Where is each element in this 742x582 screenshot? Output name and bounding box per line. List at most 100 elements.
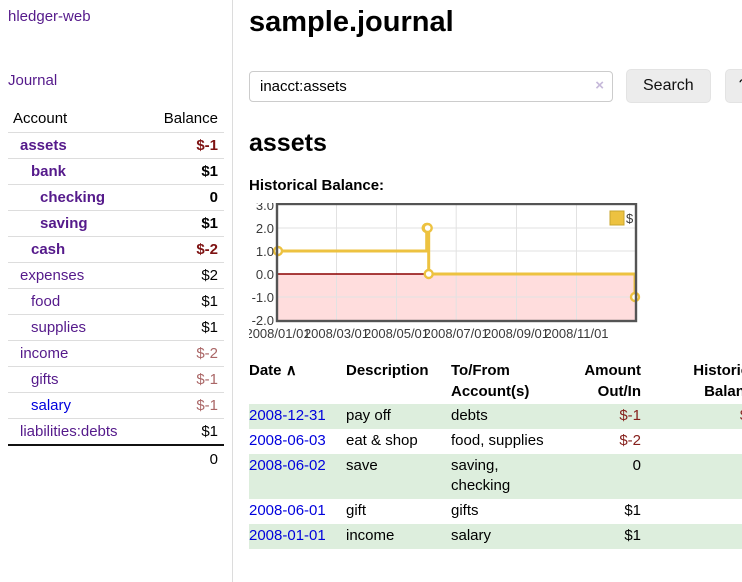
accounts-total: 0 (8, 444, 224, 473)
account-link-expenses[interactable]: expenses (20, 267, 85, 284)
account-row-cash: cash $-2 (8, 236, 224, 262)
account-link-income[interactable]: income (20, 345, 69, 362)
account-link-liabilities-debts[interactable]: liabilities:debts (20, 423, 118, 440)
accounts-header: Account Balance (8, 106, 224, 132)
transaction-amount: $1 (624, 527, 641, 544)
y-axis: 3.0 2.0 1.0 0.0 -1.0 -2.0 (252, 203, 274, 328)
account-balance: 0 (209, 189, 218, 206)
column-header-description: Description (346, 362, 429, 379)
transaction-description: eat & shop (346, 432, 418, 449)
column-header-date[interactable]: Date ∧ (249, 362, 297, 379)
account-row-salary: salary $-1 (8, 392, 224, 418)
account-link-gifts[interactable]: gifts (31, 371, 59, 388)
account-row-liabilities-debts: liabilities:debts $1 (8, 418, 224, 444)
search-form: × Search ? (249, 69, 742, 103)
app-title-link[interactable]: hledger-web (8, 8, 91, 25)
x-tick-label: 2008/05/01 (364, 326, 429, 341)
account-row-assets: assets $-1 (8, 132, 224, 158)
main-content: sample.journal × Search ? assets Histori… (233, 0, 742, 582)
transaction-amount: $-2 (619, 432, 641, 449)
sort-ascending-icon: ∧ (285, 362, 297, 379)
sidebar-item-journal[interactable]: Journal (8, 72, 58, 89)
account-row-checking: checking 0 (8, 184, 224, 210)
transaction-accounts: food, supplies (451, 432, 544, 449)
transaction-amount: 0 (632, 457, 641, 474)
transaction-balance: $2 (641, 499, 742, 524)
search-box: × (249, 70, 613, 102)
x-axis: 2008/01/01 2008/03/01 2008/05/01 2008/07… (249, 326, 609, 341)
x-tick-label: 2008/01/01 (249, 326, 311, 341)
accounts-tree: Account Balance assets $-1 bank $1 check… (8, 106, 224, 473)
account-balance: $-1 (196, 137, 218, 154)
account-link-saving[interactable]: saving (40, 215, 88, 232)
account-row-supplies: supplies $1 (8, 314, 224, 340)
account-row-bank: bank $1 (8, 158, 224, 184)
column-header-accounts: To/From Account(s) (451, 362, 530, 400)
transaction-description: gift (346, 502, 367, 519)
y-tick-label: 1.0 (256, 244, 274, 259)
account-row-gifts: gifts $-1 (8, 366, 224, 392)
transaction-accounts: saving, checking (451, 457, 511, 494)
account-link-cash[interactable]: cash (31, 241, 66, 258)
account-row-expenses: expenses $2 (8, 262, 224, 288)
transaction-date-link[interactable]: 2008-06-02 (249, 457, 326, 474)
transaction-accounts: salary (451, 527, 492, 544)
account-balance: $1 (201, 423, 218, 440)
account-balance: $1 (201, 319, 218, 336)
accounts-header-account: Account (13, 110, 68, 127)
search-button[interactable]: Search (626, 69, 711, 103)
sidebar: hledger-web Journal Account Balance asse… (0, 0, 233, 582)
data-point-marker (423, 268, 434, 280)
transaction-description: income (346, 527, 395, 544)
clear-search-icon[interactable]: × (595, 76, 604, 94)
transaction-accounts: debts (451, 407, 488, 424)
account-balance: $1 (201, 163, 218, 180)
transaction-description: pay off (346, 407, 391, 424)
accounts-header-balance: Balance (163, 110, 218, 127)
search-input[interactable] (249, 70, 613, 102)
account-link-bank[interactable]: bank (31, 163, 67, 180)
transaction-balance: $2 (641, 454, 742, 499)
transaction-date-link[interactable]: 2008-12-31 (249, 407, 326, 424)
transaction-balance: $-1 (641, 404, 742, 429)
account-row-food: food $1 (8, 288, 224, 314)
y-tick-label: 3.0 (256, 203, 274, 213)
register-table: Date ∧ Description To/From Account(s) Am… (249, 358, 742, 549)
account-balance: $1 (201, 215, 218, 232)
register-row: 2008-06-03 eat & shop food, supplies $-2… (249, 429, 742, 454)
transaction-description: save (346, 457, 378, 474)
legend-label: $ (626, 211, 634, 226)
x-tick-label: 2008/09/01 (484, 326, 549, 341)
account-link-checking[interactable]: checking (40, 189, 106, 206)
transaction-accounts: gifts (451, 502, 479, 519)
column-header-amount: Amount Out/In (584, 362, 641, 400)
help-button[interactable]: ? (724, 69, 742, 103)
transaction-date-link[interactable]: 2008-01-01 (249, 527, 326, 544)
transaction-date-link[interactable]: 2008-06-03 (249, 432, 326, 449)
transaction-amount: $-1 (619, 407, 641, 424)
y-tick-label: -1.0 (252, 290, 274, 305)
account-balance: $1 (201, 293, 218, 310)
account-row-income: income $-2 (8, 340, 224, 366)
y-tick-label: -2.0 (252, 313, 274, 328)
x-tick-label: 2008/11/01 (544, 326, 608, 341)
account-heading: assets (249, 129, 327, 157)
legend-swatch (609, 210, 625, 226)
account-link-supplies[interactable]: supplies (31, 319, 87, 336)
transaction-balance: $1 (641, 524, 742, 549)
account-balance: $-1 (196, 371, 218, 388)
account-link-food[interactable]: food (31, 293, 61, 310)
account-link-salary[interactable]: salary (31, 397, 72, 414)
register-row: 2008-06-02 save saving, checking 0 $2 (249, 454, 742, 499)
y-tick-label: 2.0 (256, 221, 274, 236)
register-row: 2008-01-01 income salary $1 $1 (249, 524, 742, 549)
register-row: 2008-06-01 gift gifts $1 $2 (249, 499, 742, 524)
transaction-balance: 0 (641, 429, 742, 454)
chart-title: Historical Balance: (249, 177, 385, 194)
register-row: 2008-12-31 pay off debts $-1 $-1 (249, 404, 742, 429)
account-link-assets[interactable]: assets (20, 137, 67, 154)
account-balance: $-2 (196, 345, 218, 362)
transaction-date-link[interactable]: 2008-06-01 (249, 502, 326, 519)
historical-balance-chart: $ 3.0 2.0 1.0 0.0 -1.0 -2.0 2008/01/01 2… (249, 203, 641, 341)
